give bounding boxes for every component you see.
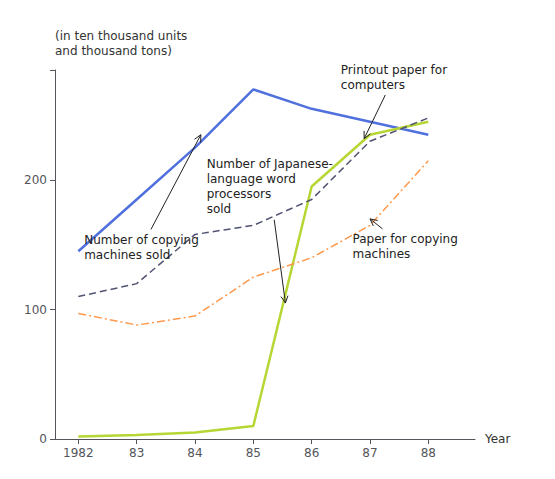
svg-text:83: 83 <box>129 446 144 460</box>
svg-text:88: 88 <box>421 446 436 460</box>
svg-text:language word: language word <box>207 172 296 186</box>
svg-text:1982: 1982 <box>63 446 94 460</box>
svg-text:computers: computers <box>341 78 405 92</box>
svg-text:processors: processors <box>207 187 272 201</box>
svg-text:85: 85 <box>246 446 261 460</box>
svg-text:machines: machines <box>353 247 411 261</box>
svg-text:sold: sold <box>207 202 232 216</box>
svg-text:84: 84 <box>187 446 202 460</box>
svg-text:86: 86 <box>304 446 319 460</box>
svg-text:Paper for copying: Paper for copying <box>353 232 458 246</box>
svg-text:0: 0 <box>39 432 47 446</box>
svg-text:Printout paper for: Printout paper for <box>341 63 447 77</box>
svg-text:87: 87 <box>362 446 377 460</box>
svg-text:(in ten thousand units: (in ten thousand units <box>55 29 187 43</box>
svg-text:machines sold: machines sold <box>84 248 170 262</box>
svg-text:Number of copying: Number of copying <box>84 233 199 247</box>
svg-text:100: 100 <box>24 303 47 317</box>
svg-text:200: 200 <box>24 173 47 187</box>
svg-text:Number of Japanese-: Number of Japanese- <box>207 157 333 171</box>
svg-text:Year: Year <box>484 432 510 446</box>
svg-text:and thousand tons): and thousand tons) <box>55 44 172 58</box>
